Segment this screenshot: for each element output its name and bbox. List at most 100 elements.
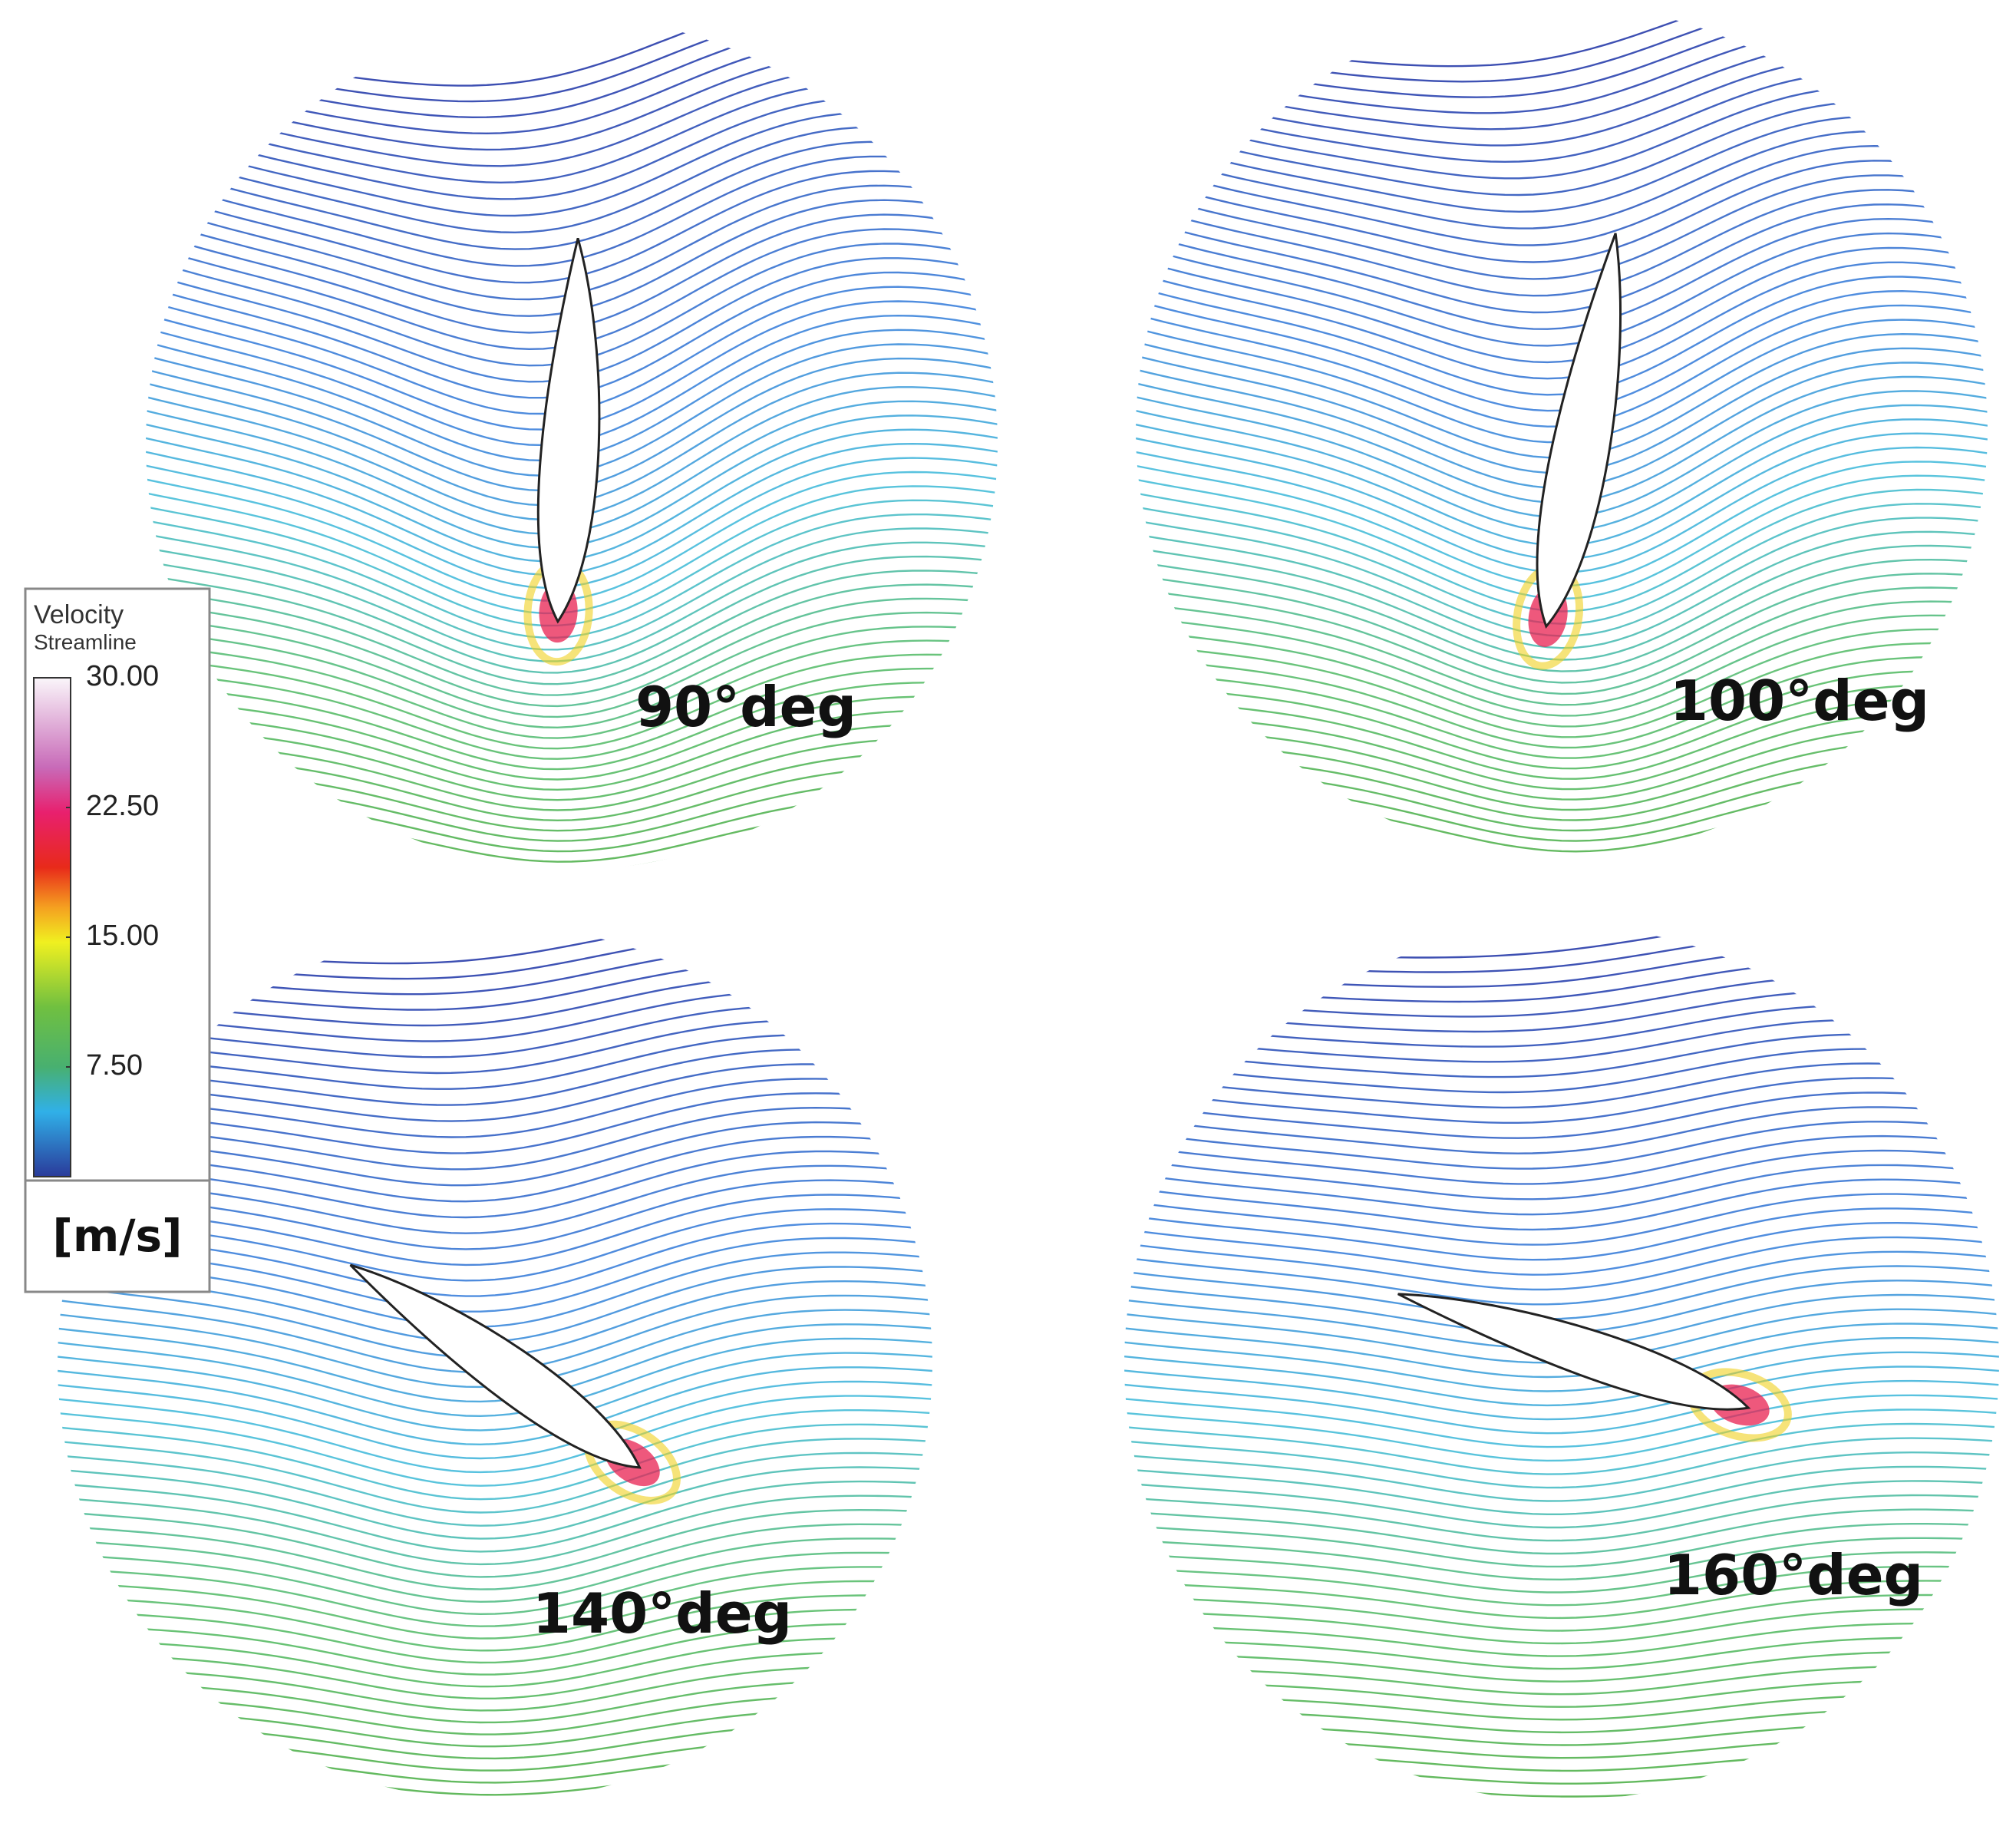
streamline xyxy=(1136,530,1988,649)
streamline xyxy=(1124,1679,1999,1708)
streamline xyxy=(1124,1750,1999,1772)
streamline xyxy=(58,1523,932,1590)
streamline xyxy=(1136,217,1988,330)
panel: 160°deg xyxy=(1124,926,1999,1801)
streamline xyxy=(58,1708,932,1748)
streamline xyxy=(1124,1580,1999,1620)
streamline xyxy=(58,1636,932,1688)
streamline xyxy=(1124,1379,1999,1435)
streamline xyxy=(58,1366,932,1446)
streamline xyxy=(1124,1537,1999,1581)
streamline xyxy=(58,1551,932,1616)
streamline xyxy=(146,626,998,729)
streamline xyxy=(58,1736,932,1772)
streamline xyxy=(146,848,998,870)
streamline xyxy=(1124,1765,1999,1785)
streamline xyxy=(1124,946,1999,988)
streamline xyxy=(58,1566,932,1627)
streamline xyxy=(146,97,998,200)
streamline xyxy=(146,667,998,760)
streamline xyxy=(58,1337,932,1418)
streamline xyxy=(146,583,998,696)
streamline xyxy=(1136,246,1988,364)
streamline xyxy=(58,1623,932,1676)
colorbar-tick-label: 7.50 xyxy=(86,1049,143,1082)
streamline xyxy=(146,38,998,135)
streamline xyxy=(1124,1019,1999,1063)
streamline xyxy=(1124,1323,1999,1379)
legend-subtitle: Streamline xyxy=(34,630,137,654)
streamline xyxy=(146,765,998,832)
streamline xyxy=(1136,5,1988,83)
streamline xyxy=(146,68,998,167)
streamline xyxy=(58,1693,932,1735)
streamline xyxy=(1124,1236,1999,1291)
streamline xyxy=(146,807,998,863)
streamline xyxy=(1124,1394,1999,1448)
streamline xyxy=(1136,725,1988,801)
streamline xyxy=(1124,1708,1999,1734)
streamline xyxy=(1136,517,1988,637)
airfoil xyxy=(1536,233,1622,629)
streamline xyxy=(1136,849,1988,857)
streamline xyxy=(1124,1565,1999,1607)
streamline xyxy=(1124,1221,1999,1276)
streamline xyxy=(1136,712,1988,791)
streamline xyxy=(1136,780,1988,842)
streamline xyxy=(58,1323,932,1403)
streamline xyxy=(1124,1651,1999,1683)
streamline xyxy=(1124,1465,1999,1515)
streamline xyxy=(1124,1622,1999,1657)
streamline xyxy=(1136,558,1988,672)
streamline xyxy=(1124,1494,1999,1542)
streamline xyxy=(1124,931,1999,973)
streamline xyxy=(58,1792,932,1801)
panel-label: 140°deg xyxy=(533,1581,792,1646)
streamline xyxy=(1136,86,1988,180)
streamline xyxy=(1124,1149,1999,1200)
colorbar-tick-label: 30.00 xyxy=(86,660,159,692)
streamline xyxy=(58,1778,932,1801)
streamline xyxy=(58,1423,932,1501)
streamline xyxy=(146,23,998,119)
streamline xyxy=(146,709,998,791)
streamline xyxy=(58,1651,932,1699)
streamline xyxy=(1124,1422,1999,1475)
streamline xyxy=(1124,1778,1999,1798)
streamline xyxy=(146,682,998,771)
streamline xyxy=(146,611,998,718)
streamline xyxy=(1136,5,1988,68)
streamline xyxy=(1136,232,1988,347)
streamline xyxy=(146,82,998,184)
airfoil xyxy=(536,237,601,624)
colorbar-tick-label: 22.50 xyxy=(86,790,159,822)
streamline xyxy=(146,570,998,685)
streamline xyxy=(1124,1722,1999,1746)
airfoil xyxy=(349,1263,642,1469)
streamline xyxy=(1124,1178,1999,1231)
streamline xyxy=(1124,1121,1999,1170)
colorbar-legend: Velocity Streamline [m/s] 30.00 22.50 15.0… xyxy=(24,587,211,1293)
streamline xyxy=(58,1494,932,1566)
streamline xyxy=(1124,1636,1999,1670)
streamline xyxy=(58,1409,932,1487)
streamline xyxy=(146,126,998,234)
streamline xyxy=(146,695,998,781)
streamline xyxy=(1124,1665,1999,1696)
panel-label: 100°deg xyxy=(1670,669,1929,733)
streamline xyxy=(1136,174,1988,280)
streamline xyxy=(1124,1048,1999,1094)
color-bar xyxy=(33,677,71,1177)
streamline xyxy=(1136,115,1988,213)
streamline xyxy=(146,597,998,708)
streamline xyxy=(1136,656,1988,749)
streamline xyxy=(146,140,998,250)
streamline xyxy=(146,862,998,870)
streamline xyxy=(58,1608,932,1664)
streamline xyxy=(146,555,998,674)
streamline xyxy=(58,1380,932,1460)
legend-unit: [m/s] xyxy=(52,1210,182,1262)
streamline xyxy=(58,1438,932,1514)
streamline xyxy=(1136,669,1988,759)
panel-label: 160°deg xyxy=(1664,1543,1923,1607)
